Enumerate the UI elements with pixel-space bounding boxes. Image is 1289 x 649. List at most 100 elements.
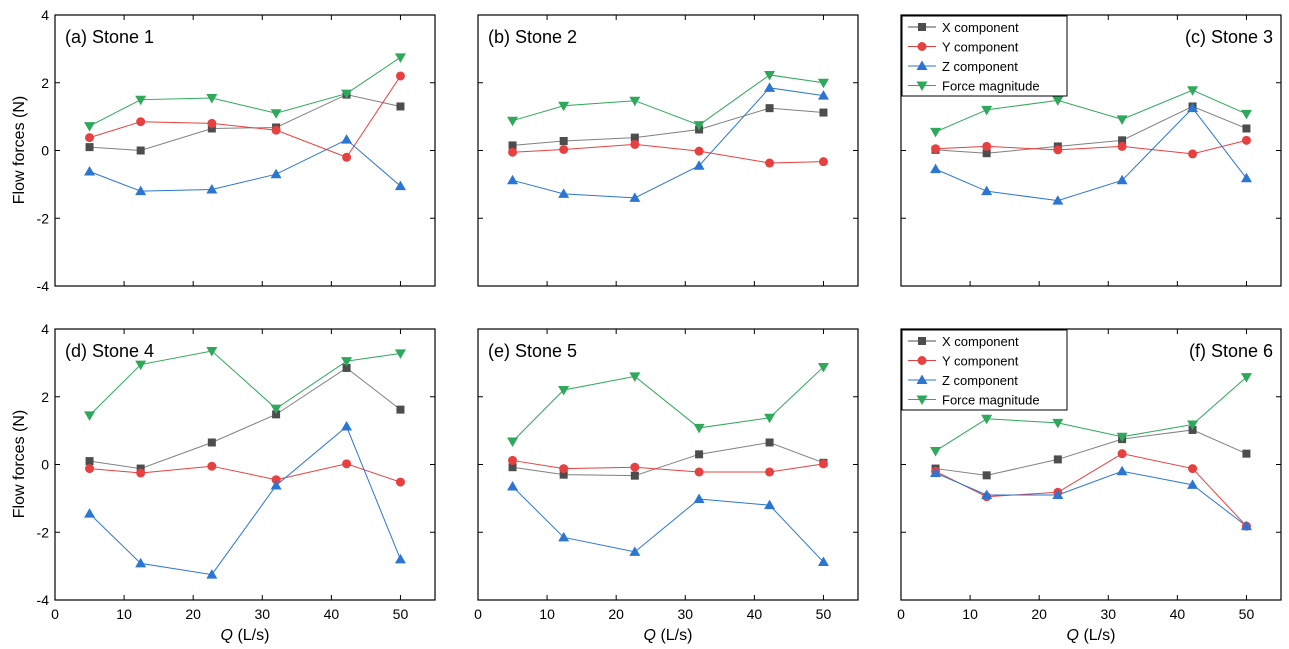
point-z [1240,172,1252,183]
x-tick-label: 20 [608,606,624,622]
panel-title: (e) Stone 5 [488,341,577,361]
legend-marker-y [917,356,927,365]
x-tick-label: 40 [1170,606,1186,622]
point-f [558,385,570,396]
point-y [818,157,828,167]
point-z [341,421,353,431]
x-tick-label: 10 [116,606,132,622]
point-f [1187,86,1199,96]
point-y [207,461,217,471]
point-y [694,146,704,156]
y-tick-label: -2 [37,524,50,540]
point-f [341,357,353,367]
legend-label: Y component [942,354,1019,369]
point-f [270,404,282,415]
point-f [1240,109,1252,120]
point-f [1116,115,1128,125]
plot-frame [477,14,859,287]
point-f [930,127,942,138]
legend-marker-z [916,60,928,70]
x-tick-label: 20 [185,606,201,622]
point-f [1116,432,1128,443]
point-y [1117,141,1127,151]
x-tick-label: 40 [324,606,340,622]
series-line-f [89,350,401,416]
point-x [765,104,774,113]
point-z [693,160,705,170]
point-z [817,556,829,567]
point-x [1242,124,1251,133]
point-x [765,438,774,447]
x-axis-title-2: Q (L/s) [644,627,693,644]
point-y [508,147,518,157]
point-y [630,462,640,472]
series-line-y [935,139,1247,155]
point-z [84,508,96,518]
point-x [85,457,94,466]
series-line-z [935,107,1247,202]
point-x [272,410,281,419]
point-y [136,468,146,478]
legend-label: Z component [942,373,1018,388]
point-f [1052,418,1064,429]
point-x [559,137,568,146]
point-z [764,499,776,510]
panel-title: (a) Stone 1 [65,27,154,47]
point-z [1187,479,1199,489]
point-y [559,464,569,474]
point-z [930,467,942,477]
panel-title: (f) Stone 6 [1189,341,1273,361]
point-x [85,143,94,152]
point-x [136,146,145,155]
x-tick-label: 20 [1031,606,1047,622]
series-line-z [89,425,401,576]
series-line-z [89,139,401,192]
series-line-z [512,486,824,563]
y-tick-label: 2 [41,75,49,91]
point-z [1116,465,1128,476]
y-tick-label: 0 [41,143,49,159]
point-y [1053,145,1063,155]
legend-marker-y [917,42,927,51]
point-f [394,53,406,63]
series-line-x [935,105,1247,154]
point-x [1118,136,1127,145]
x-tick-label: 30 [254,606,270,622]
point-x [396,102,405,111]
legend-label: Force magnitude [942,79,1040,94]
series-line-y [512,459,824,473]
x-tick-label: 50 [816,606,832,622]
point-x [508,463,517,472]
legend-label: Z component [942,59,1018,74]
point-z [84,166,96,176]
point-x [396,405,405,414]
point-y [207,118,217,128]
point-z [1116,174,1128,185]
point-z [629,192,641,202]
point-z [507,481,519,491]
legend-box [901,15,1068,97]
y-axis-title-bottom: Flow forces (N) [11,410,28,518]
legend-marker-x [918,23,926,31]
legend-label: Y component [942,40,1019,55]
point-z [1052,489,1064,499]
point-f [135,360,147,371]
point-f [84,122,96,132]
point-x [982,471,991,480]
point-x [508,141,517,150]
x-tick-label: 0 [51,606,59,622]
panel-6: 0 10 20 30 40 50 (f) Stone 6 X component Y compo… [897,328,1282,622]
plot-frame [54,14,436,287]
point-y [395,477,405,487]
point-z [764,82,776,92]
legend-marker-f [916,395,928,405]
point-y [765,467,775,477]
legend-marker-x [918,337,926,345]
point-z [341,134,353,144]
y-tick-label: -4 [37,592,50,608]
series-line-f [512,366,824,442]
panel-title: (b) Stone 2 [488,27,577,47]
point-x [819,108,828,117]
point-y [1241,135,1251,145]
point-z [1187,102,1199,113]
